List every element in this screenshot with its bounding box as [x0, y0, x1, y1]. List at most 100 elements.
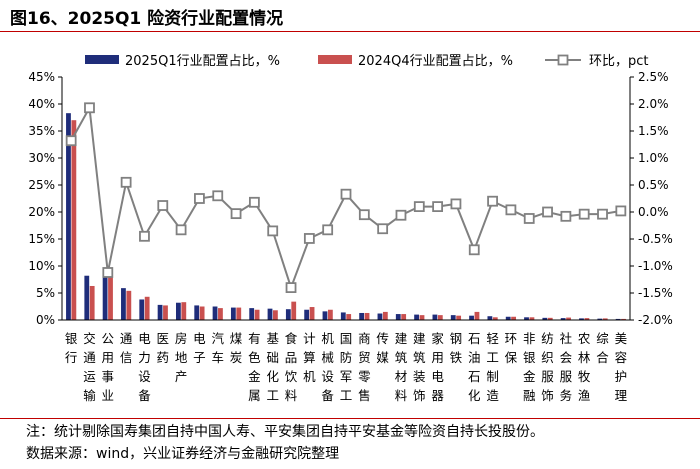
- bar-2024q4: [474, 311, 480, 320]
- bar-2025q1: [249, 308, 255, 320]
- bar-2025q1: [267, 308, 273, 320]
- bar-2025q1: [139, 299, 145, 320]
- bar-2025q1: [469, 315, 474, 320]
- legend-label: 2025Q1行业配置占比，%: [125, 54, 280, 69]
- bar-2024q4: [621, 318, 626, 320]
- legend-marker: [557, 54, 569, 66]
- bar-2025q1: [359, 312, 365, 320]
- chart-source: 数据来源：wind，兴业证券经济与金融研究院整理: [26, 446, 340, 462]
- bar-2025q1: [487, 316, 493, 320]
- change-marker: [102, 267, 114, 278]
- right-tick-label: -1.5%: [638, 286, 673, 300]
- change-marker: [615, 205, 627, 217]
- right-tick-label: 2.0%: [638, 97, 669, 111]
- change-marker: [395, 209, 407, 221]
- right-tick-label: 0.0%: [638, 205, 669, 219]
- bar-2025q1: [432, 314, 438, 320]
- legend-swatch: [85, 55, 119, 64]
- left-tick-label: 40%: [28, 97, 55, 111]
- change-marker: [139, 230, 150, 242]
- change-marker: [340, 188, 352, 200]
- left-tick-label: 20%: [28, 205, 55, 219]
- change-marker: [194, 193, 205, 204]
- left-tick-label: 30%: [28, 151, 55, 165]
- bar-2024q4: [364, 312, 370, 320]
- bar-2024q4: [492, 317, 498, 320]
- bar-2024q4: [126, 290, 132, 320]
- title-rule: [0, 31, 700, 32]
- x-tick-label: 商贸零售: [358, 331, 371, 403]
- change-marker: [468, 244, 480, 256]
- change-marker: [267, 225, 279, 237]
- chart-title: 图16、2025Q1 险资行业配置情况: [10, 9, 284, 29]
- bar-2025q1: [615, 318, 621, 320]
- x-tick-label: 环保: [505, 331, 518, 365]
- change-marker: [175, 224, 187, 236]
- x-tick-label: 通信: [120, 331, 133, 365]
- change-marker: [358, 209, 370, 221]
- change-line: [65, 102, 627, 294]
- bar-2025q1: [212, 306, 218, 320]
- right-tick-label: -0.5%: [638, 232, 673, 246]
- bar-2024q4: [291, 301, 297, 320]
- bar-2025q1: [579, 318, 584, 320]
- x-tick-label: 建筑装饰: [413, 331, 426, 403]
- x-axis-labels: 银行交通运输公用事业通信电力设备医药房地产电子汽车煤炭有色金属基础化工食品饮料计…: [65, 331, 628, 403]
- bar-2024q4: [144, 296, 150, 320]
- right-tick-label: 1.5%: [638, 124, 669, 138]
- x-tick-label: 基础化工: [266, 331, 279, 403]
- bar-2025q1: [524, 317, 529, 320]
- bar-2025q1: [414, 314, 419, 320]
- bar-2024q4: [89, 285, 95, 320]
- change-marker: [523, 213, 535, 224]
- x-tick-label: 传媒: [376, 331, 389, 365]
- x-tick-label: 农林牧渔: [578, 331, 591, 403]
- right-tick-label: 2.5%: [638, 70, 669, 84]
- x-tick-label: 纺织服饰: [541, 331, 554, 403]
- bar-2025q1: [102, 272, 108, 320]
- left-tick-label: 5%: [36, 286, 55, 300]
- bar-2024q4: [309, 307, 315, 320]
- chart-legend: 2025Q1行业配置占比，% 2024Q4行业配置占比，% 环比，pct: [85, 54, 649, 69]
- x-tick-label: 电子: [193, 331, 206, 365]
- change-marker: [212, 190, 224, 202]
- bar-2024q4: [566, 317, 571, 320]
- bar-2024q4: [584, 318, 590, 320]
- bar-2024q4: [346, 314, 352, 320]
- x-tick-label: 有色金属: [248, 331, 261, 403]
- bar-2024q4: [437, 315, 443, 320]
- bar-2024q4: [108, 268, 113, 320]
- x-tick-label: 计算机: [303, 331, 316, 384]
- legend-label: 环比，pct: [589, 54, 649, 69]
- chart: 2025Q1行业配置占比，% 2024Q4行业配置占比，% 环比，pct 0% 5% 1…: [28, 54, 673, 403]
- x-tick-label: 国防军工: [340, 331, 353, 403]
- x-tick-label: 社会服务: [560, 331, 573, 403]
- bar-2024q4: [401, 314, 407, 320]
- right-axis: -2.0% -1.5% -1.0% -0.5% 0.0% 0.5% 1.0% 1.5% 2.0%…: [629, 70, 673, 327]
- bar-2024q4: [419, 315, 425, 320]
- change-marker: [487, 195, 498, 207]
- bar-2025q1: [505, 316, 511, 320]
- x-tick-label: 汽车: [211, 331, 224, 365]
- right-tick-label: 1.0%: [638, 151, 669, 165]
- x-tick-label: 石油石化: [468, 331, 481, 403]
- bar-2025q1: [66, 113, 71, 321]
- change-marker: [285, 282, 297, 294]
- x-tick-label: 轻工制造: [486, 331, 499, 403]
- chart-note: 注：统计剔除国寿集团自持中国人寿、平安集团自持平安基金等险资自持长投股份。: [26, 424, 544, 440]
- bar-2025q1: [377, 313, 383, 320]
- bar-2024q4: [181, 302, 187, 320]
- legend-swatch: [318, 55, 352, 64]
- x-tick-label: 建筑材料: [395, 331, 408, 403]
- legend-change: 环比，pct: [545, 54, 649, 69]
- change-marker: [597, 208, 608, 220]
- left-tick-label: 35%: [28, 124, 55, 138]
- bar-2024q4: [199, 306, 205, 320]
- left-tick-label: 15%: [28, 232, 55, 246]
- bar-2024q4: [547, 317, 553, 320]
- right-tick-label: 0.5%: [638, 178, 669, 192]
- change-marker: [413, 201, 425, 213]
- change-marker: [432, 201, 444, 213]
- bar-2025q1: [542, 317, 548, 320]
- bar-2024q4: [382, 311, 388, 320]
